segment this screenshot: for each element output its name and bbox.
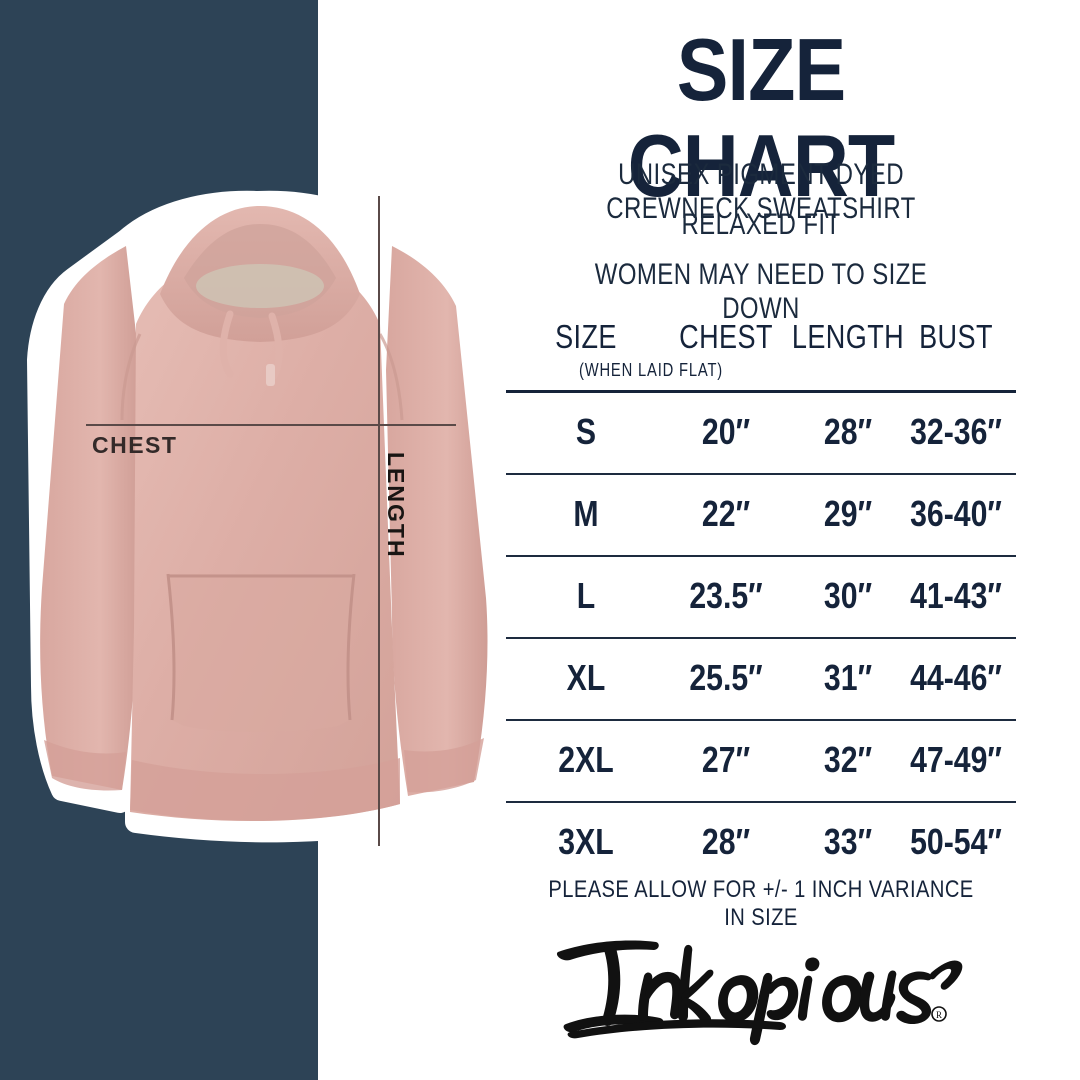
hoodie-product-photo <box>8 128 508 868</box>
hoodie-left-sleeve <box>40 246 140 790</box>
cell-size: S <box>575 411 597 452</box>
cell-length: 29″ <box>823 493 873 534</box>
cell-bust: 50-54″ <box>910 821 1002 862</box>
cell-bust: 44-46″ <box>910 657 1002 698</box>
cell-bust: 47-49″ <box>910 739 1002 780</box>
cell-size: L <box>576 575 596 616</box>
size-table: SIZE CHEST LENGTH BUST (WHEN LAID FLAT) … <box>506 318 1016 883</box>
cell-size: 2XL <box>558 739 614 780</box>
hoodie-seam-right-shoulder <box>378 333 404 421</box>
cell-chest: 22″ <box>701 493 751 534</box>
registered-mark-circle <box>931 1006 947 1022</box>
size-chart-panel: SIZE CHART UNISEX PIGMENT DYED CREWNECK … <box>506 0 1080 1080</box>
cell-length: 32″ <box>823 739 873 780</box>
table-rule <box>506 555 1016 557</box>
hoodie-pocket-seam-right <box>346 573 356 721</box>
hoodie-cuff-left <box>44 740 126 791</box>
length-measure-label: LENGTH <box>383 452 409 559</box>
cell-size: M <box>573 493 599 534</box>
cell-chest: 25.5″ <box>689 657 763 698</box>
hoodie-seam-left-shoulder <box>120 333 142 421</box>
table-row: M 22″ 29″ 36-40″ <box>506 475 1016 555</box>
brand-wordmark: R <box>556 940 963 1046</box>
cell-size: 3XL <box>558 821 614 862</box>
table-rule <box>506 637 1016 639</box>
hoodie-hood-lining <box>196 264 324 308</box>
table-row: S 20″ 28″ 32-36″ <box>506 393 1016 473</box>
hoodie-drawstring-left <box>219 310 234 378</box>
page-title: SIZE CHART <box>627 20 895 215</box>
subtitle-product: UNISEX PIGMENT DYED CREWNECK SWEATSHIRT <box>606 158 916 225</box>
cell-chest: 20″ <box>701 411 751 452</box>
cell-length: 30″ <box>823 575 873 616</box>
chest-measure-label: CHEST <box>92 432 178 458</box>
hoodie-drawstring-aglet <box>266 364 275 386</box>
hoodie-drawstring-right <box>268 312 283 380</box>
inkopious-brand-logo: R <box>540 928 980 1048</box>
column-header-note: (WHEN LAID FLAT) <box>578 360 724 380</box>
column-header-chest: CHEST <box>679 318 773 355</box>
cell-bust: 32-36″ <box>910 411 1002 452</box>
hoodie-right-sleeve <box>386 246 488 796</box>
cell-bust: 36-40″ <box>910 493 1002 534</box>
column-header-bust: BUST <box>919 318 993 355</box>
length-measure-line <box>378 196 380 846</box>
table-row: XL 25.5″ 31″ 44-46″ <box>506 639 1016 719</box>
registered-mark-letter: R <box>936 1010 942 1020</box>
hoodie-illustration <box>27 190 508 843</box>
cell-length: 31″ <box>823 657 873 698</box>
hoodie-pocket-seam-left <box>166 573 176 721</box>
cell-chest: 28″ <box>701 821 751 862</box>
cell-size: XL <box>566 657 606 698</box>
column-header-length: LENGTH <box>791 318 905 355</box>
product-image-panel: CHEST LENGTH <box>0 0 508 1080</box>
table-rule <box>506 473 1016 475</box>
hoodie-hem <box>130 758 400 821</box>
cell-length: 33″ <box>823 821 873 862</box>
cell-chest: 23.5″ <box>689 575 763 616</box>
variance-note: PLEASE ALLOW FOR +/- 1 INCH VARIANCE IN … <box>548 876 974 931</box>
cell-chest: 27″ <box>701 739 751 780</box>
cell-length: 28″ <box>823 411 873 452</box>
hoodie-cuff-right <box>404 738 484 793</box>
table-row: 2XL 27″ 32″ 47-49″ <box>506 721 1016 801</box>
table-rule-top <box>506 390 1016 393</box>
table-header-row: SIZE CHEST LENGTH BUST (WHEN LAID FLAT) <box>506 318 1016 390</box>
column-header-size: SIZE <box>555 318 617 355</box>
table-row: 3XL 28″ 33″ 50-54″ <box>506 803 1016 883</box>
subtitle-fit: RELAXED FIT <box>681 208 841 241</box>
table-row: L 23.5″ 30″ 41-43″ <box>506 557 1016 637</box>
table-rule <box>506 719 1016 721</box>
subtitle-sizing-advice: WOMEN MAY NEED TO SIZE DOWN <box>594 258 928 325</box>
cell-bust: 41-43″ <box>910 575 1002 616</box>
table-rule <box>506 801 1016 803</box>
chest-measure-line <box>86 424 456 426</box>
hoodie-pocket <box>168 574 354 732</box>
